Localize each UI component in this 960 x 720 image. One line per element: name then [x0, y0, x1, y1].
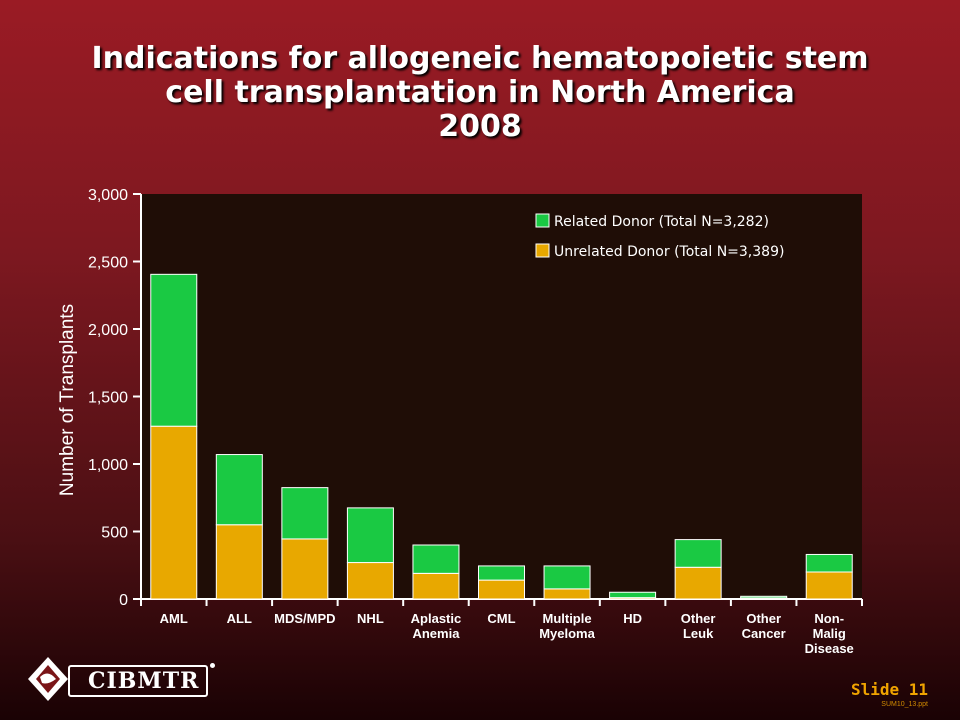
legend-label-unrelated: Unrelated Donor (Total N=3,389) — [554, 244, 784, 260]
bar-related — [543, 565, 591, 590]
bar-unrelated — [478, 579, 525, 600]
title-line-3: 2008 — [438, 109, 522, 144]
bar-related — [805, 553, 853, 573]
x-tick-label: Non- — [814, 611, 844, 626]
y-tick-label: 1,500 — [88, 390, 128, 407]
y-tick-label: 1,000 — [88, 457, 128, 474]
logo-emblem-icon — [28, 657, 68, 701]
bar-related — [740, 595, 788, 599]
slide-number: Slide 11 — [850, 680, 928, 699]
bar-related — [674, 539, 722, 568]
bar-related — [609, 591, 657, 599]
x-tick-label: Disease — [805, 641, 854, 656]
cibmtr-logo: CIBMTR — [26, 655, 215, 705]
x-tick-label: Leuk — [683, 626, 714, 641]
x-tick-label: CML — [487, 611, 515, 626]
bar-unrelated — [346, 562, 394, 600]
logo-text: CIBMTR — [68, 665, 208, 697]
x-tick-label: Other — [746, 611, 781, 626]
title-line-1: Indications for allogeneic hematopoietic… — [91, 41, 869, 76]
legend-swatch-related — [535, 213, 550, 228]
bar-related — [150, 273, 198, 427]
bar-related — [215, 454, 263, 526]
y-tick-label: 2,500 — [88, 255, 128, 272]
x-tick-label: MDS/MPD — [274, 611, 335, 626]
chart-title: Indications for allogeneic hematopoietic… — [0, 42, 960, 144]
x-tick-label: NHL — [357, 611, 384, 626]
legend-label-related: Related Donor (Total N=3,282) — [554, 214, 769, 230]
y-tick-label: 2,000 — [88, 322, 128, 339]
y-tick-label: 500 — [101, 525, 128, 542]
bar-related — [478, 565, 525, 581]
bar-unrelated — [805, 571, 853, 600]
legend-swatch-unrelated — [535, 243, 550, 258]
title-line-2: cell transplantation in North America — [165, 75, 795, 110]
bar-unrelated — [543, 588, 591, 600]
x-tick-label: ALL — [227, 611, 252, 626]
bar-related — [412, 544, 460, 574]
y-tick-label: 0 — [119, 592, 128, 609]
bar-unrelated — [281, 538, 329, 600]
x-tick-label: Aplastic — [411, 611, 462, 626]
bar-related — [281, 487, 329, 540]
x-tick-label: Multiple — [542, 611, 591, 626]
y-tick-label: 3,000 — [88, 187, 128, 204]
x-tick-label: Other — [681, 611, 716, 626]
bar-unrelated — [674, 566, 722, 600]
x-tick-label: AML — [160, 611, 188, 626]
x-tick-label: Malig — [813, 626, 846, 641]
x-tick-label: HD — [623, 611, 642, 626]
logo-registered-mark — [210, 663, 215, 668]
bar-unrelated — [150, 425, 198, 600]
x-tick-label: Myeloma — [539, 626, 595, 641]
x-tick-label: Cancer — [742, 626, 786, 641]
x-tick-label: Anemia — [412, 626, 460, 641]
bar-unrelated — [412, 572, 460, 600]
bar-unrelated — [215, 524, 263, 600]
slide-reference: SUM10_13.ppt — [881, 701, 928, 708]
bar-related — [346, 507, 394, 564]
